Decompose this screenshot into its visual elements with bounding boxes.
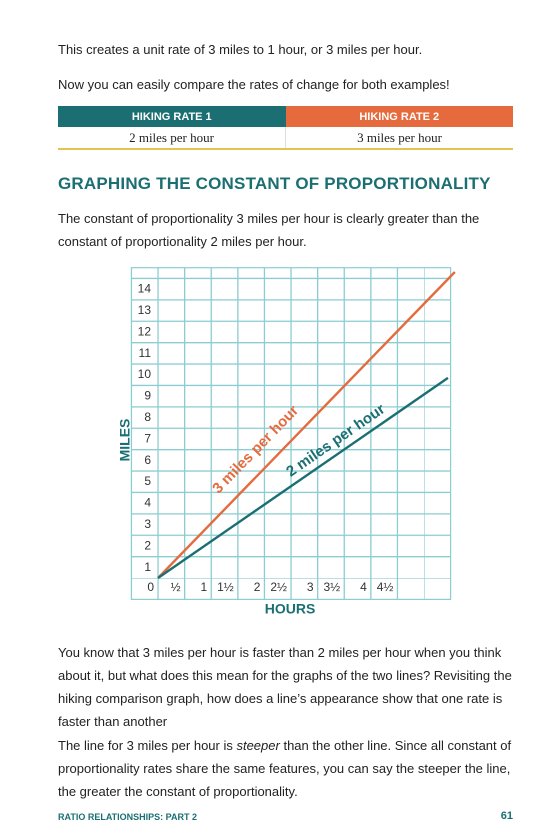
paragraph: Now you can easily compare the rates of … bbox=[58, 77, 450, 92]
x-tick-label: 4 bbox=[360, 580, 367, 594]
x-tick-label: 3½ bbox=[324, 580, 341, 594]
rate-table: HIKING RATE 1 HIKING RATE 2 2 miles per h… bbox=[58, 106, 513, 150]
y-tick-label: 8 bbox=[144, 410, 151, 424]
x-tick-label: 2½ bbox=[270, 580, 287, 594]
data-line bbox=[157, 271, 456, 579]
x-tick-label: 1½ bbox=[217, 580, 234, 594]
y-tick-label: 6 bbox=[144, 453, 151, 467]
section-heading: GRAPHING THE CONSTANT OF PROPORTIONALITY bbox=[58, 174, 491, 193]
y-tick-label: 4 bbox=[144, 496, 151, 510]
y-axis-label: MILES bbox=[117, 419, 133, 462]
y-tick-label: 5 bbox=[144, 474, 151, 488]
text: than the other line. Since all constant … bbox=[58, 738, 512, 799]
table-header: HIKING RATE 1 bbox=[58, 106, 286, 127]
y-tick-label: 14 bbox=[138, 282, 152, 296]
x-tick-label: 2 bbox=[254, 580, 261, 594]
y-tick-label: 12 bbox=[138, 324, 152, 338]
x-tick-label: 1 bbox=[201, 580, 208, 594]
paragraph: This creates a unit rate of 3 miles to 1… bbox=[58, 42, 423, 57]
paragraph: You know that 3 miles per hour is faster… bbox=[58, 645, 512, 729]
paragraph: The constant of proportionality 3 miles … bbox=[58, 211, 480, 249]
emphasis: steeper bbox=[236, 738, 280, 753]
footer-section: RATIO RELATIONSHIPS: PART 2 bbox=[58, 812, 198, 822]
x-axis-label: HOURS bbox=[265, 601, 316, 617]
y-tick-label: 3 bbox=[144, 517, 151, 531]
y-tick-label: 13 bbox=[138, 303, 152, 317]
table-cell: 3 miles per hour bbox=[285, 127, 513, 150]
paragraph: The line for 3 miles per hour is steeper… bbox=[58, 734, 516, 803]
x-tick-label: 0 bbox=[147, 580, 154, 594]
x-tick-label: ½ bbox=[171, 580, 181, 594]
y-tick-label: 9 bbox=[144, 389, 151, 403]
x-tick-label: 4½ bbox=[377, 580, 394, 594]
data-line bbox=[157, 376, 449, 579]
x-tick-label: 3 bbox=[307, 580, 314, 594]
text: The line for 3 miles per hour is bbox=[58, 738, 237, 753]
table-cell: 2 miles per hour bbox=[58, 127, 286, 150]
page-number: 61 bbox=[500, 810, 513, 822]
y-tick-label: 10 bbox=[138, 367, 152, 381]
y-tick-label: 11 bbox=[139, 346, 152, 360]
y-tick-label: 2 bbox=[144, 538, 151, 552]
y-tick-label: 7 bbox=[144, 431, 151, 445]
table-header: HIKING RATE 2 bbox=[285, 106, 513, 127]
y-tick-label: 1 bbox=[144, 560, 151, 574]
